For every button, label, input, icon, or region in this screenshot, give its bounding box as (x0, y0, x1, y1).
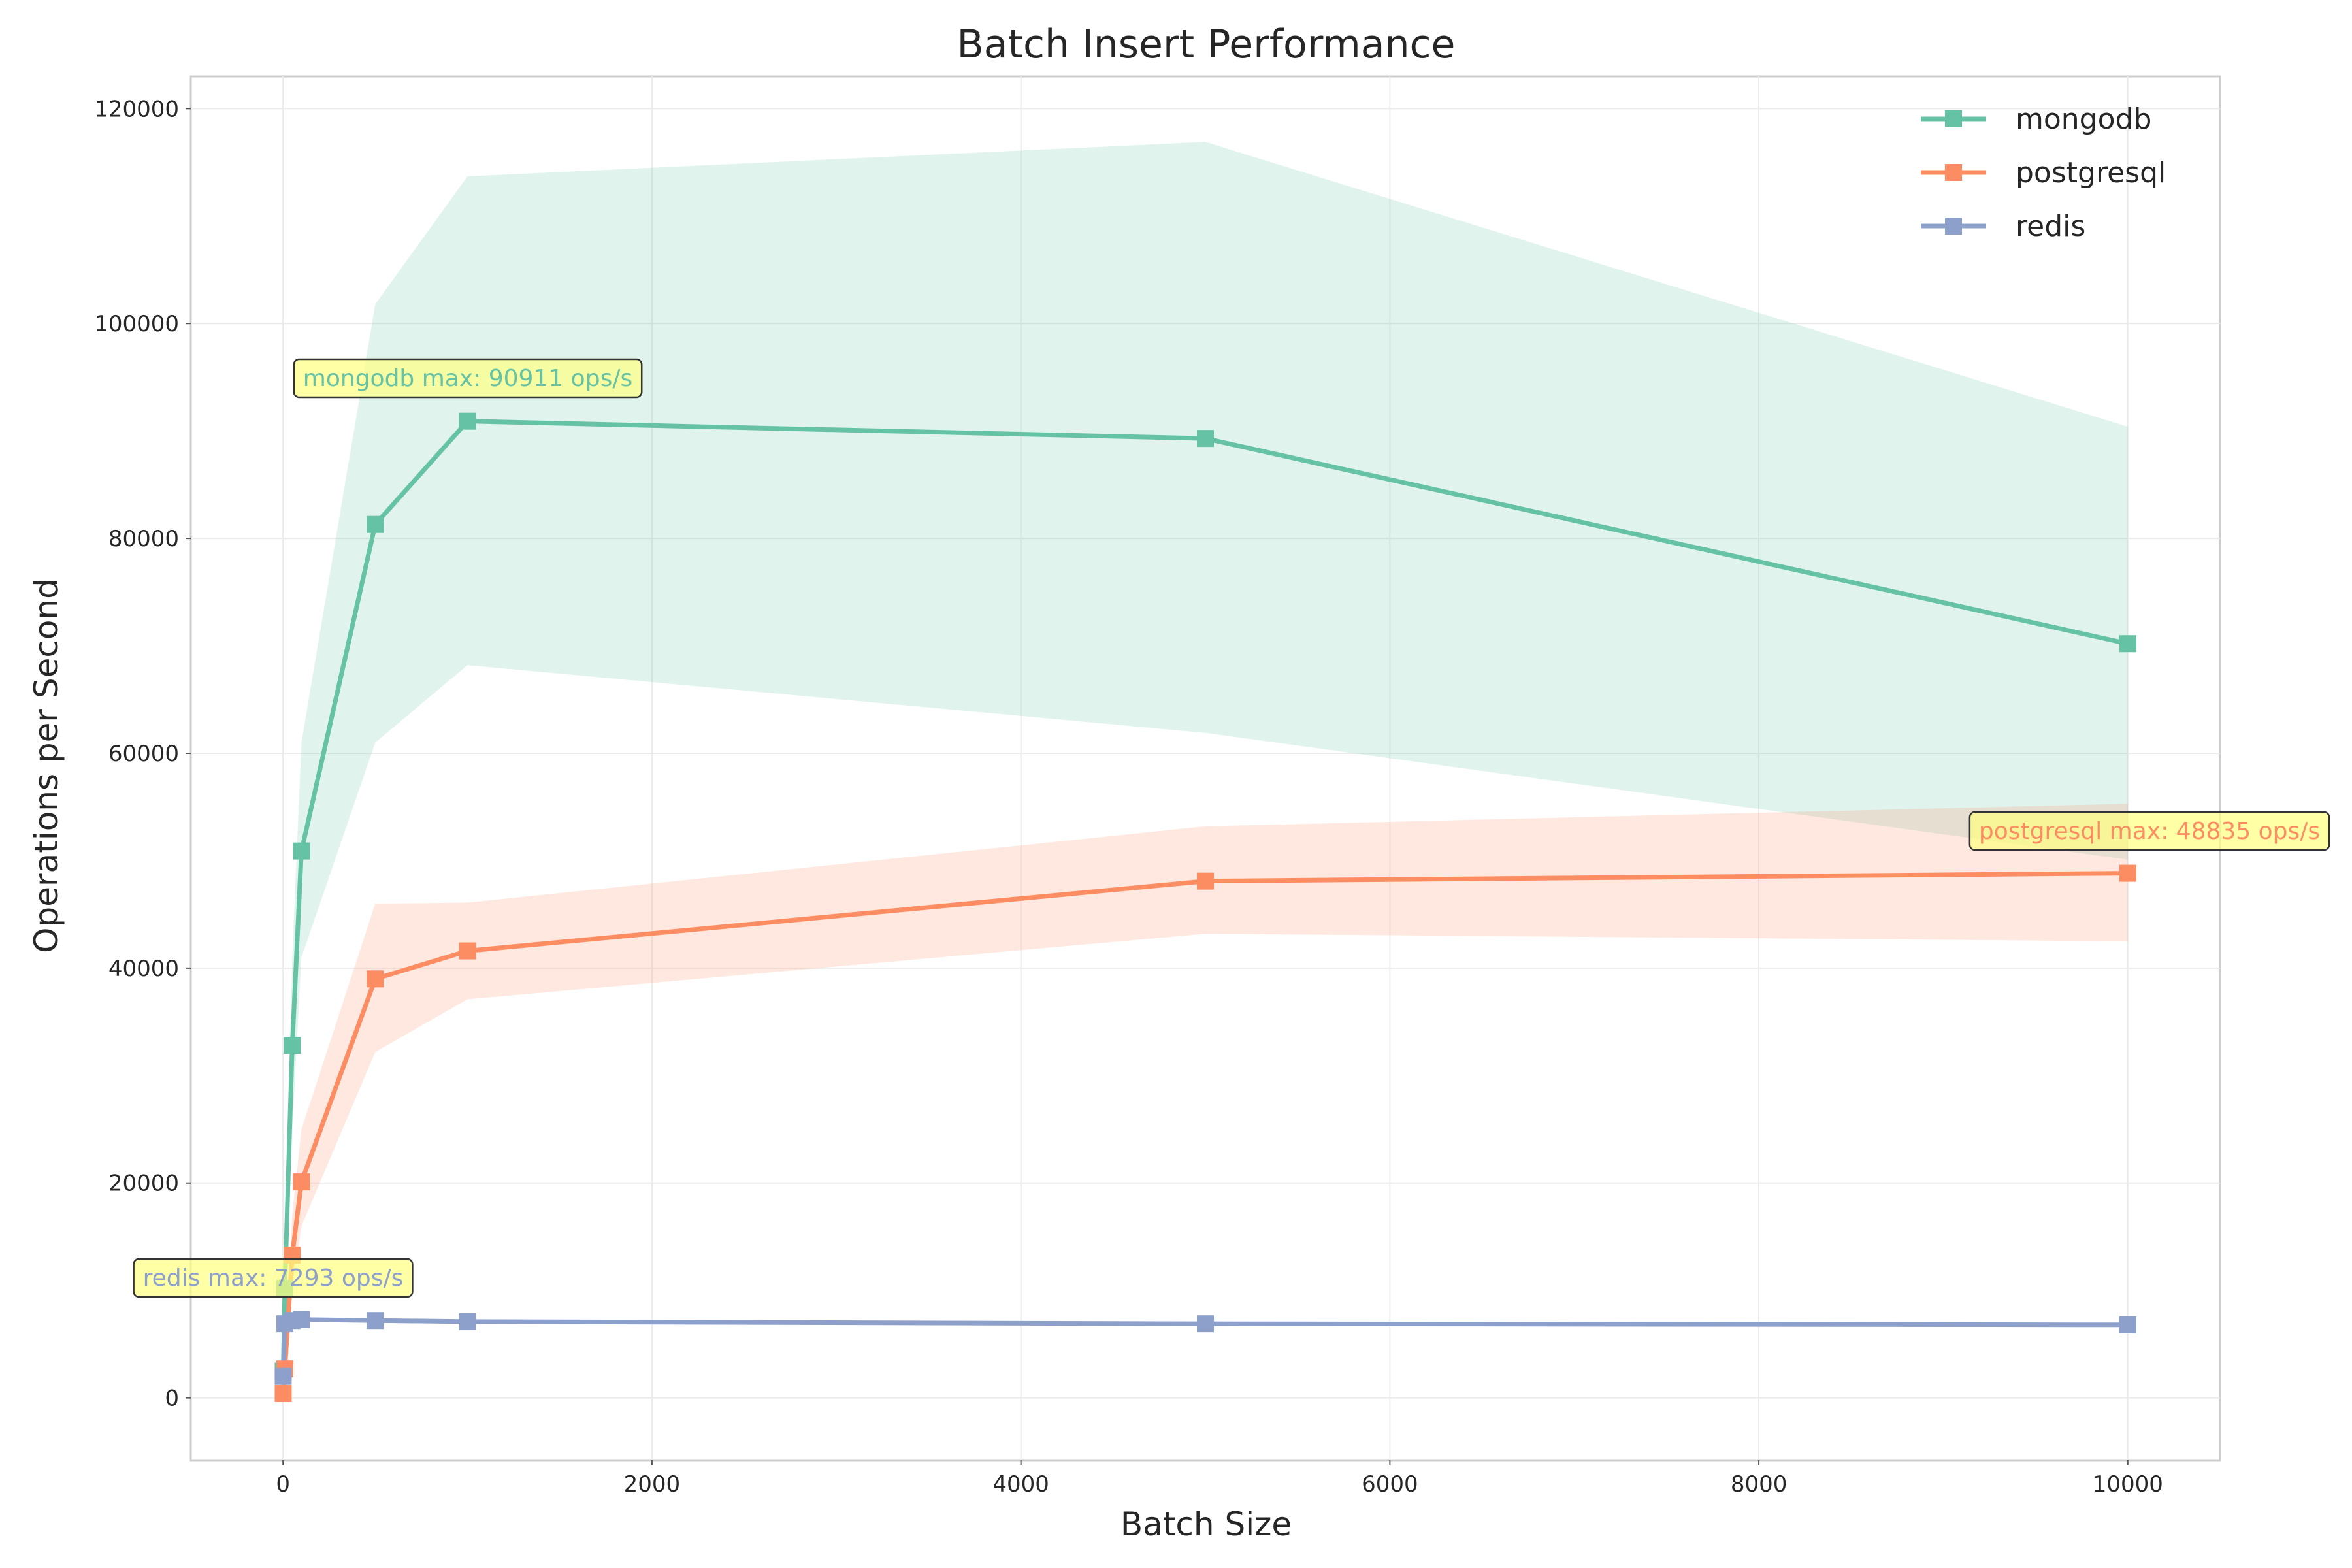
annotation-text: mongodb max: 90911 ops/s (303, 365, 632, 392)
postgresql-marker (293, 1173, 310, 1191)
mongodb-max-annotation: mongodb max: 90911 ops/s (293, 358, 643, 399)
annotations: mongodb max: 90911 ops/s postgresql max: … (133, 358, 2330, 1298)
mongodb-confidence-band (283, 142, 2128, 1379)
mongodb-marker (284, 1037, 301, 1054)
postgresql-marker (2119, 864, 2136, 882)
plot-area (189, 75, 2221, 1462)
x-tick-label: 2000 (624, 1471, 681, 1497)
legend-marker (1945, 164, 1962, 181)
postgresql-marker (367, 970, 384, 988)
postgresql-marker (1197, 872, 1214, 890)
legend: mongodb postgresql redis (1921, 103, 2166, 243)
annotation-box (293, 358, 643, 399)
mongodb-marker (293, 842, 310, 860)
redis-marker (1197, 1315, 1214, 1333)
legend-item-mongodb: mongodb (1921, 103, 2151, 136)
y-tick-label: 60000 (108, 741, 179, 767)
postgresql-max-annotation: postgresql max: 48835 ops/s (1968, 811, 2330, 851)
x-tick-label: 8000 (1731, 1471, 1788, 1497)
y-tick-label: 100000 (94, 311, 179, 337)
y-tick-label: 0 (165, 1386, 179, 1412)
annotation-text: postgresql max: 48835 ops/s (1979, 818, 2320, 845)
annotation-box (133, 1258, 414, 1298)
postgresql-confidence-band (283, 804, 2128, 1396)
legend-label: redis (2016, 210, 2085, 243)
x-tick-label: 4000 (992, 1471, 1049, 1497)
legend-label: mongodb (2016, 103, 2151, 136)
legend-item-redis: redis (1921, 210, 2085, 243)
mongodb-marker (1197, 430, 1214, 448)
redis-marker (293, 1311, 310, 1328)
postgresql-marker (274, 1385, 292, 1403)
x-axis-ticks: 0 2000 4000 6000 8000 10000 (276, 1460, 2163, 1497)
annotation-text: redis max: 7293 ops/s (143, 1265, 404, 1292)
legend-marker (1945, 218, 1962, 235)
mongodb-marker (367, 515, 384, 533)
plot-frame (189, 75, 2221, 1462)
chart-title: Batch Insert Performance (957, 22, 1456, 67)
x-tick-label: 10000 (2093, 1471, 2163, 1497)
legend-label: postgresql (2016, 156, 2166, 189)
grid-lines (191, 76, 2220, 1460)
redis-marker (2119, 1316, 2136, 1333)
x-tick-label: 6000 (1362, 1471, 1418, 1497)
legend-item-postgresql: postgresql (1921, 156, 2166, 189)
redis-marker (274, 1367, 292, 1385)
x-axis-title: Batch Size (1120, 1505, 1292, 1543)
y-tick-label: 120000 (94, 96, 179, 122)
redis-marker (459, 1313, 476, 1330)
x-tick-label: 0 (276, 1471, 290, 1497)
annotation-box (1968, 811, 2330, 851)
y-tick-label: 40000 (108, 956, 179, 982)
mongodb-marker (459, 412, 476, 430)
y-axis-title: Operations per Second (27, 578, 65, 953)
mongodb-marker (2119, 635, 2136, 653)
y-tick-label: 20000 (108, 1171, 179, 1197)
redis-marker (367, 1312, 384, 1330)
postgresql-marker (459, 942, 476, 960)
y-axis-ticks: 0 20000 40000 60000 80000 100000 120000 (94, 96, 191, 1412)
y-tick-label: 80000 (108, 526, 179, 552)
redis-max-annotation: redis max: 7293 ops/s (133, 1258, 414, 1298)
legend-marker (1945, 110, 1962, 127)
data-markers (274, 412, 2136, 1403)
